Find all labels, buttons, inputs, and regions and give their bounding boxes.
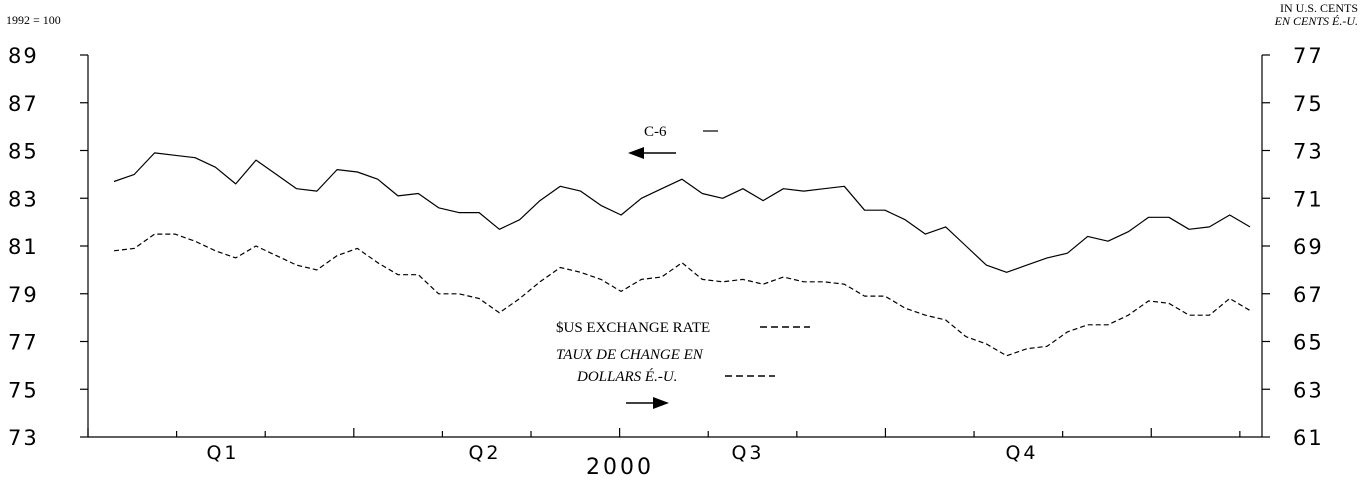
- right-axis-tick-label: 65: [1293, 331, 1324, 355]
- left-axis-tick-label: 79: [8, 283, 39, 307]
- us-exchange-label-fr-1: TAUX DE CHANGE EN: [556, 347, 704, 363]
- right-axis-tick-label: 67: [1293, 283, 1324, 307]
- quarter-label-q3: Q3: [731, 442, 764, 464]
- left-axis-tick-label: 85: [8, 140, 39, 164]
- quarter-label-q2: Q2: [468, 442, 501, 464]
- left-axis-tick-label: 73: [8, 426, 39, 450]
- right-axis-tick-label: 63: [1293, 378, 1324, 402]
- x-axis-label: 2000: [586, 455, 654, 480]
- right-axis-tick-label: 61: [1293, 426, 1324, 450]
- left-axis-tick-label: 89: [8, 44, 39, 68]
- left-axis-tick-label: 83: [8, 187, 39, 211]
- right-axis-tick-label: 71: [1293, 187, 1324, 211]
- us-exchange-label: $US EXCHANGE RATE: [556, 320, 710, 336]
- series-line-c6: [113, 152, 1251, 273]
- left-axis-note: 1992 = 100: [6, 13, 61, 27]
- left-axis-tick-label: 87: [8, 92, 39, 116]
- quarter-label-q4: Q4: [1005, 442, 1038, 464]
- x-axis-ticks: [87, 428, 1241, 437]
- right-arrow-icon: [626, 397, 669, 409]
- left-axis-tick-label: 75: [8, 378, 39, 402]
- right-axis-note-en: IN U.S. CENTS: [1280, 1, 1358, 15]
- right-axis-tick-label: 69: [1293, 235, 1324, 259]
- right-axis-ticks: 61 63 65 67 69 71 73 75 77: [1262, 44, 1324, 450]
- right-axis-note-fr: EN CENTS É.-U.: [1274, 14, 1358, 28]
- right-axis-tick-label: 73: [1293, 140, 1324, 164]
- left-axis-ticks: 73 75 77 79 81 83 85 87 89: [8, 44, 88, 450]
- left-axis-tick-label: 77: [8, 331, 39, 355]
- series-line-us-exchange-rate: [113, 233, 1251, 357]
- left-arrow-icon: [628, 147, 676, 159]
- quarter-labels: Q1 Q2 Q3 Q4: [206, 442, 1038, 464]
- quarter-label-q1: Q1: [206, 442, 239, 464]
- c6-label: C-6: [644, 124, 667, 140]
- series-layer: [113, 152, 1251, 357]
- right-axis-tick-label: 77: [1293, 44, 1324, 68]
- right-axis-tick-label: 75: [1293, 92, 1324, 116]
- us-exchange-label-fr-2: DOLLARS É.-U.: [576, 368, 677, 385]
- left-axis-tick-label: 81: [8, 235, 39, 259]
